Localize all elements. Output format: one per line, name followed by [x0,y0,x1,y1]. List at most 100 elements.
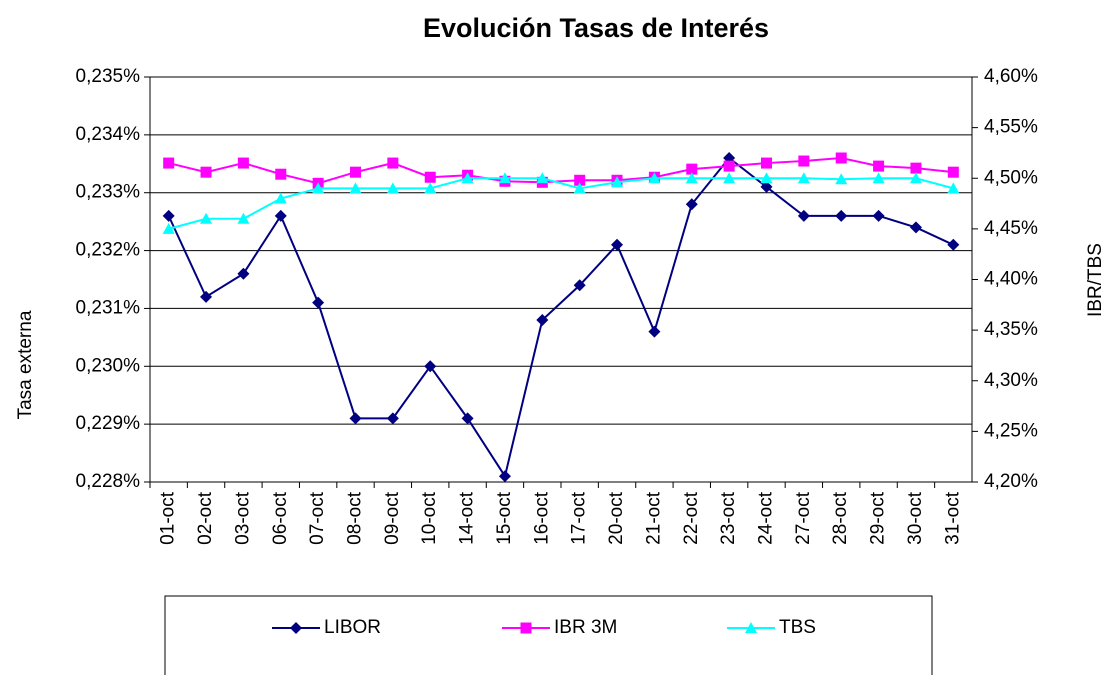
marker [349,182,362,194]
y-axis-title: Tasa externa [15,310,36,419]
x-tick-label: 01-oct [158,491,179,545]
x-tick-label: 23-oct [718,491,739,545]
y-tick-label: 0,231% [76,297,141,318]
y2-tick-label: 4,60% [984,66,1038,87]
marker [498,470,511,483]
y-tick-label: 0,232% [76,240,141,261]
marker [520,622,532,634]
marker [290,622,302,634]
marker [387,157,399,169]
marker [648,325,661,338]
marker [947,166,959,178]
marker [350,166,361,178]
x-tick-label: 27-oct [793,491,814,545]
marker [835,209,848,222]
marker [873,160,885,172]
y2-tick-label: 4,55% [984,117,1038,138]
marker [797,172,810,184]
marker [835,152,847,164]
legend-box [164,595,933,675]
marker [162,209,175,222]
marker [611,238,624,251]
marker [611,176,624,188]
marker [200,212,213,224]
y-tick-label: 0,234% [76,124,141,145]
y2-tick-label: 4,30% [984,370,1038,391]
y-tick-label: 0,230% [76,355,141,376]
series-line [167,156,954,479]
marker [797,209,810,222]
marker [163,157,175,169]
marker [685,172,698,184]
marker [386,182,399,194]
marker [536,314,549,326]
x-tick-label: 08-oct [345,491,366,545]
marker [573,182,586,194]
marker [648,172,661,184]
marker [872,172,885,184]
marker [237,157,249,169]
legend-label: TBS [779,617,816,638]
marker [573,279,586,292]
marker [162,222,175,234]
marker [686,163,698,175]
legend-label: LIBOR [324,617,381,638]
x-tick-label: 20-oct [606,491,627,545]
marker [275,168,287,180]
marker [200,290,213,303]
chart-title: Evolución Tasas de Interés [423,13,769,43]
legend-label: IBR 3M [554,617,617,638]
x-tick-label: 14-oct [457,491,478,545]
x-tick-label: 03-oct [232,491,253,545]
marker [723,160,735,172]
x-tick-label: 22-oct [681,491,702,545]
x-tick-label: 16-oct [531,491,552,545]
marker [498,172,511,184]
marker [798,155,810,167]
marker [349,412,362,425]
x-tick-label: 30-oct [905,491,926,545]
marker [312,296,325,309]
marker [760,180,773,193]
marker [685,198,698,211]
y-tick-label: 0,229% [76,413,141,434]
x-tick-label: 24-oct [756,491,777,545]
marker [536,172,549,184]
marker [274,192,287,204]
x-tick-label: 31-oct [942,491,963,545]
y2-tick-label: 4,50% [984,167,1038,188]
marker [947,182,960,194]
marker [947,238,960,251]
marker [835,173,848,185]
marker [424,360,437,373]
marker [761,157,772,169]
series-line [168,156,954,185]
x-tick-label: 02-oct [195,491,216,545]
y2-tick-label: 4,40% [984,269,1038,290]
marker [872,209,885,222]
marker [745,622,757,633]
marker [237,212,250,224]
x-tick-label: 17-oct [569,491,590,545]
marker [424,171,436,183]
x-tick-label: 09-oct [382,491,403,545]
x-tick-label: 07-oct [307,491,328,545]
x-tick-label: 21-oct [643,491,664,545]
x-tick-label: 15-oct [494,491,515,545]
marker [910,162,922,174]
y-tick-label: 0,228% [76,471,141,492]
marker [723,172,736,184]
marker [909,221,922,234]
marker [461,172,474,184]
marker [760,172,773,184]
y2-tick-label: 4,45% [984,218,1038,239]
marker [574,174,586,186]
marker [274,209,287,222]
x-tick-label: 10-oct [419,491,440,545]
y2-tick-label: 4,25% [984,420,1038,441]
marker [312,182,325,194]
x-tick-label: 06-oct [270,491,291,545]
y2-tick-label: 4,20% [984,471,1038,492]
marker [386,412,399,425]
